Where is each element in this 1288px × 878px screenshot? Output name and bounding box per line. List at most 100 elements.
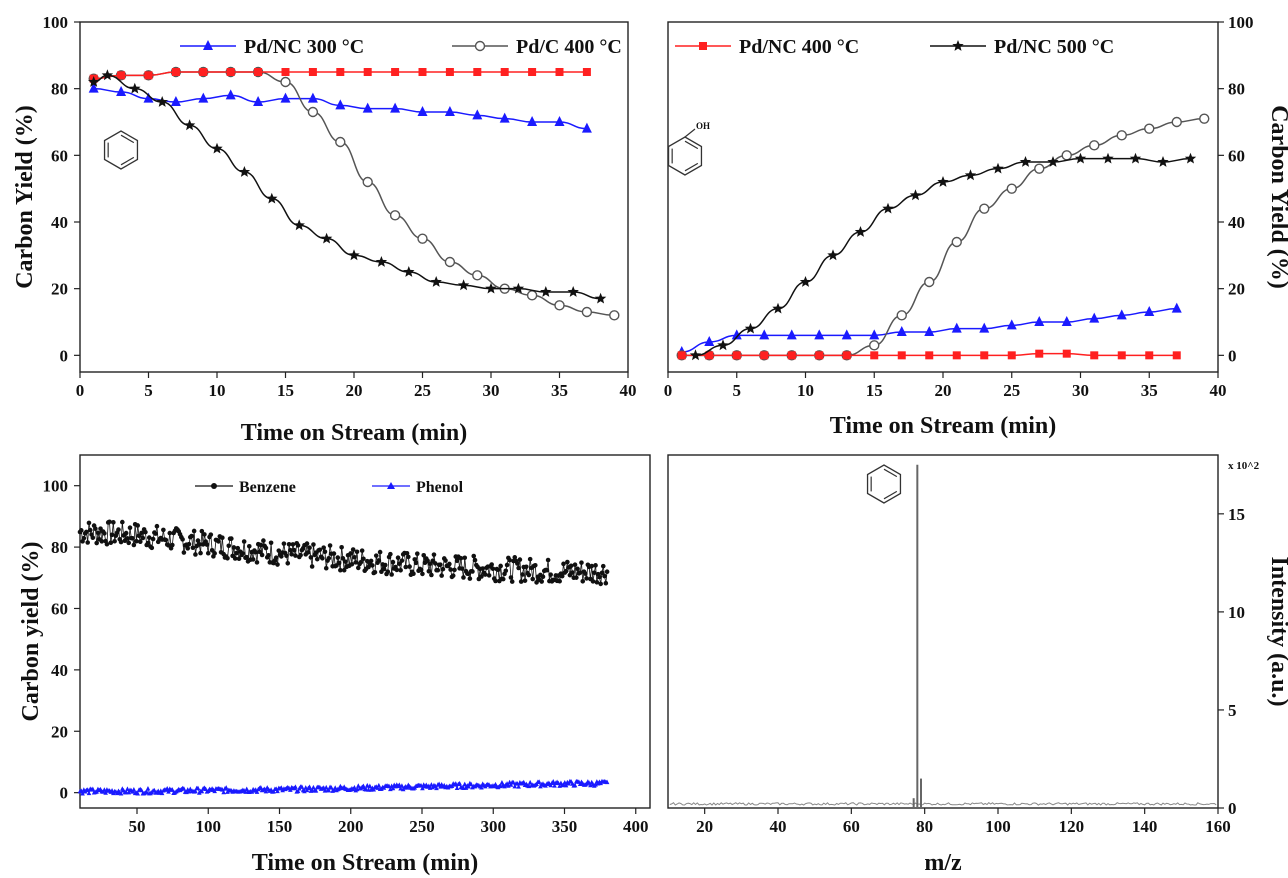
- data-point: [293, 219, 305, 231]
- series-phenol: [77, 778, 610, 796]
- y-tick-label: 0: [60, 784, 69, 803]
- y-tick-label: 40: [51, 213, 68, 232]
- y-tick-label: 100: [43, 477, 69, 496]
- y-tick-label: 80: [1228, 80, 1245, 99]
- data-point: [86, 520, 92, 526]
- legend-label: Pd/C 400 °C: [516, 36, 622, 58]
- y-tick-label: 10: [1228, 603, 1245, 622]
- series-segment: [269, 542, 272, 563]
- data-point: [307, 784, 312, 789]
- data-point: [854, 226, 867, 237]
- data-point: [842, 351, 851, 360]
- x-tick-label: 50: [129, 817, 146, 836]
- data-point: [1157, 156, 1169, 167]
- data-point: [143, 92, 154, 103]
- series-segment: [389, 554, 393, 575]
- data-point: [581, 122, 592, 133]
- series-segment: [120, 522, 123, 543]
- data-point: [472, 109, 483, 120]
- series-pd-nc-300-c: [676, 302, 1182, 356]
- x-tick-label: 100: [196, 817, 222, 836]
- x-tick-label: 10: [797, 381, 814, 400]
- data-point: [335, 136, 346, 148]
- data-point: [1007, 351, 1016, 360]
- data-point: [199, 68, 208, 76]
- x-tick-label: 200: [338, 817, 364, 836]
- data-point: [604, 569, 610, 575]
- data-point: [1019, 156, 1032, 167]
- data-point: [389, 210, 401, 221]
- series-segment: [220, 537, 223, 553]
- data-point: [582, 68, 591, 76]
- x-tick-label: 15: [277, 381, 294, 400]
- data-point: [364, 782, 370, 788]
- data-point: [759, 329, 770, 340]
- data-point: [223, 785, 229, 790]
- data-point: [717, 339, 729, 351]
- data-point: [457, 279, 470, 291]
- data-point: [1034, 316, 1045, 326]
- data-point: [511, 780, 516, 785]
- data-point: [125, 786, 130, 791]
- data-point: [90, 786, 96, 792]
- y-axis-label: Carbon Yield (%): [1266, 105, 1288, 289]
- data-point: [336, 68, 345, 76]
- x-tick-label: 15: [866, 381, 883, 400]
- benzene-double-bond: [684, 162, 699, 172]
- x-axis-label: m/z: [924, 850, 962, 876]
- x-tick-label: 150: [267, 817, 293, 836]
- y-axis-label: Carbon yield (%): [18, 542, 44, 722]
- x-tick-label: 400: [623, 817, 649, 836]
- data-point: [462, 781, 468, 787]
- data-point: [815, 351, 824, 360]
- data-point: [293, 784, 298, 789]
- plot-frame: [667, 21, 1219, 373]
- data-point: [1006, 319, 1017, 330]
- x-tick-label: 350: [552, 817, 578, 836]
- data-point: [609, 310, 620, 321]
- data-point: [1102, 152, 1114, 164]
- data-point: [181, 786, 187, 791]
- plot-frame: [79, 21, 629, 373]
- data-point: [444, 256, 456, 268]
- data-point: [1145, 351, 1154, 360]
- data-point: [403, 266, 415, 277]
- data-point: [528, 68, 537, 76]
- data-point: [732, 351, 741, 360]
- series-segment: [221, 537, 225, 555]
- data-point: [1089, 312, 1100, 323]
- y-tick-label: 60: [51, 599, 68, 618]
- series-segment: [243, 541, 246, 558]
- data-point: [1117, 351, 1126, 360]
- data-point: [1116, 309, 1127, 320]
- benzene-double-bond: [883, 490, 898, 500]
- data-point: [787, 351, 796, 360]
- series-segment: [193, 530, 196, 555]
- data-point: [280, 92, 291, 103]
- data-point: [1172, 351, 1181, 360]
- data-point: [299, 784, 305, 789]
- y-tick-label: 20: [51, 722, 68, 741]
- series-segment: [463, 557, 466, 578]
- data-point: [731, 329, 742, 340]
- data-point: [1116, 130, 1127, 141]
- data-point: [979, 322, 990, 333]
- data-point: [1074, 152, 1087, 164]
- data-point: [827, 249, 839, 261]
- data-point: [101, 69, 114, 81]
- data-point: [170, 787, 175, 792]
- benzene-double-bond: [883, 468, 898, 478]
- data-point: [417, 233, 428, 244]
- data-point: [444, 106, 455, 116]
- data-point: [925, 351, 934, 360]
- data-point: [1062, 349, 1071, 358]
- x-tick-label: 0: [76, 381, 85, 400]
- x-tick-label: 40: [1210, 381, 1227, 400]
- data-point: [896, 310, 907, 321]
- x-tick-label: 140: [1132, 817, 1158, 836]
- y-tick-label: 0: [1228, 799, 1237, 818]
- series-segment: [287, 544, 290, 564]
- x-tick-label: 35: [551, 381, 568, 400]
- data-point: [117, 71, 126, 80]
